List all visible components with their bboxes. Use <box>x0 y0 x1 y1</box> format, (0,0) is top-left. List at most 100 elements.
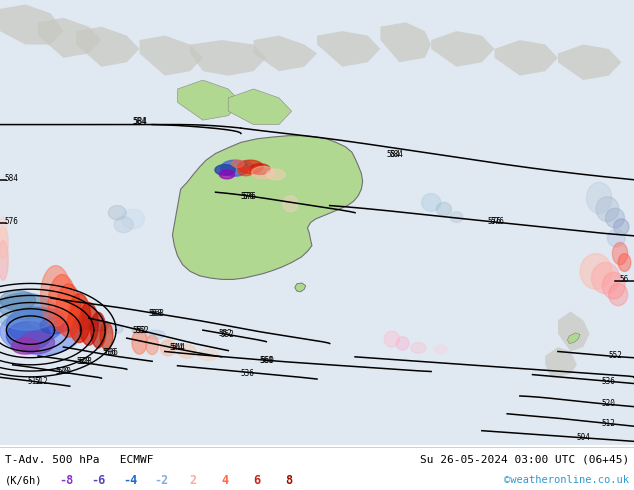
Text: 560: 560 <box>259 356 273 365</box>
Text: 584: 584 <box>133 117 146 125</box>
Text: 520: 520 <box>55 367 69 376</box>
Polygon shape <box>450 212 463 222</box>
Polygon shape <box>436 202 451 216</box>
Polygon shape <box>495 40 558 75</box>
Polygon shape <box>0 227 8 258</box>
Polygon shape <box>114 217 133 233</box>
Text: 584: 584 <box>386 150 400 159</box>
Polygon shape <box>76 26 139 67</box>
Text: -2: -2 <box>155 473 169 487</box>
Text: 576: 576 <box>240 192 254 201</box>
Polygon shape <box>190 40 266 75</box>
Text: 584: 584 <box>4 174 18 183</box>
Polygon shape <box>6 307 63 343</box>
Text: 520: 520 <box>58 367 72 376</box>
Polygon shape <box>146 330 165 339</box>
Polygon shape <box>0 217 7 239</box>
Text: 552: 552 <box>136 326 150 335</box>
Polygon shape <box>40 318 68 334</box>
Polygon shape <box>252 167 275 179</box>
Text: ©weatheronline.co.uk: ©weatheronline.co.uk <box>504 475 629 485</box>
Polygon shape <box>0 291 36 310</box>
Polygon shape <box>235 161 253 170</box>
Polygon shape <box>11 338 39 354</box>
Polygon shape <box>178 80 241 120</box>
Text: 528: 528 <box>79 357 93 366</box>
Polygon shape <box>221 160 249 176</box>
Text: -6: -6 <box>91 473 105 487</box>
Text: 536: 536 <box>104 348 118 357</box>
Polygon shape <box>38 18 101 58</box>
Text: 512: 512 <box>28 377 42 386</box>
Polygon shape <box>614 219 629 235</box>
Polygon shape <box>295 283 306 292</box>
Polygon shape <box>198 350 218 360</box>
Polygon shape <box>132 326 147 334</box>
Polygon shape <box>558 45 621 80</box>
Polygon shape <box>19 331 55 354</box>
Polygon shape <box>396 337 409 350</box>
Polygon shape <box>558 312 590 351</box>
Text: 56: 56 <box>620 275 629 284</box>
Text: (K/6h): (K/6h) <box>5 475 42 485</box>
Polygon shape <box>139 36 203 75</box>
Polygon shape <box>384 331 399 347</box>
Polygon shape <box>602 272 625 299</box>
Polygon shape <box>146 335 158 355</box>
Text: 512: 512 <box>602 419 616 428</box>
Polygon shape <box>105 325 123 334</box>
Polygon shape <box>283 196 298 212</box>
Polygon shape <box>317 31 380 67</box>
Polygon shape <box>108 205 126 220</box>
Polygon shape <box>250 164 270 174</box>
Text: 512: 512 <box>34 377 48 386</box>
Polygon shape <box>6 321 51 350</box>
Text: 536: 536 <box>602 377 616 386</box>
Text: 568: 568 <box>150 309 164 318</box>
Polygon shape <box>0 308 82 355</box>
Polygon shape <box>122 209 145 229</box>
Polygon shape <box>586 182 612 214</box>
Text: T-Adv. 500 hPa   ECMWF: T-Adv. 500 hPa ECMWF <box>5 455 153 465</box>
Text: 504: 504 <box>576 433 590 442</box>
Polygon shape <box>27 308 65 328</box>
Text: 568: 568 <box>148 309 162 318</box>
Polygon shape <box>411 343 426 353</box>
Polygon shape <box>219 170 235 179</box>
Text: 536: 536 <box>240 369 254 378</box>
Polygon shape <box>592 263 619 294</box>
Polygon shape <box>607 229 625 247</box>
Text: -4: -4 <box>123 473 137 487</box>
Polygon shape <box>605 208 624 228</box>
Text: 2: 2 <box>190 473 197 487</box>
Polygon shape <box>434 345 447 354</box>
Polygon shape <box>88 320 108 331</box>
Polygon shape <box>178 345 196 358</box>
Polygon shape <box>91 312 106 348</box>
Text: 552: 552 <box>133 326 146 335</box>
Polygon shape <box>41 266 71 326</box>
Text: 544: 544 <box>172 343 186 352</box>
Polygon shape <box>172 136 363 279</box>
Polygon shape <box>0 294 58 330</box>
Text: 576: 576 <box>4 217 18 226</box>
Polygon shape <box>0 293 49 319</box>
Polygon shape <box>160 340 176 356</box>
Polygon shape <box>68 294 91 343</box>
Polygon shape <box>231 160 244 167</box>
Text: 8: 8 <box>285 473 292 487</box>
Text: 552: 552 <box>220 330 234 339</box>
Text: -8: -8 <box>60 473 74 487</box>
Text: 576: 576 <box>488 217 501 225</box>
Polygon shape <box>254 36 317 71</box>
Polygon shape <box>0 240 8 280</box>
Polygon shape <box>612 243 628 265</box>
Polygon shape <box>79 302 98 345</box>
Polygon shape <box>596 196 619 221</box>
Polygon shape <box>545 347 577 378</box>
Text: 536: 536 <box>102 348 116 357</box>
Polygon shape <box>431 31 495 67</box>
Text: 560: 560 <box>261 356 275 365</box>
Text: 576: 576 <box>243 192 257 201</box>
Polygon shape <box>100 321 113 350</box>
